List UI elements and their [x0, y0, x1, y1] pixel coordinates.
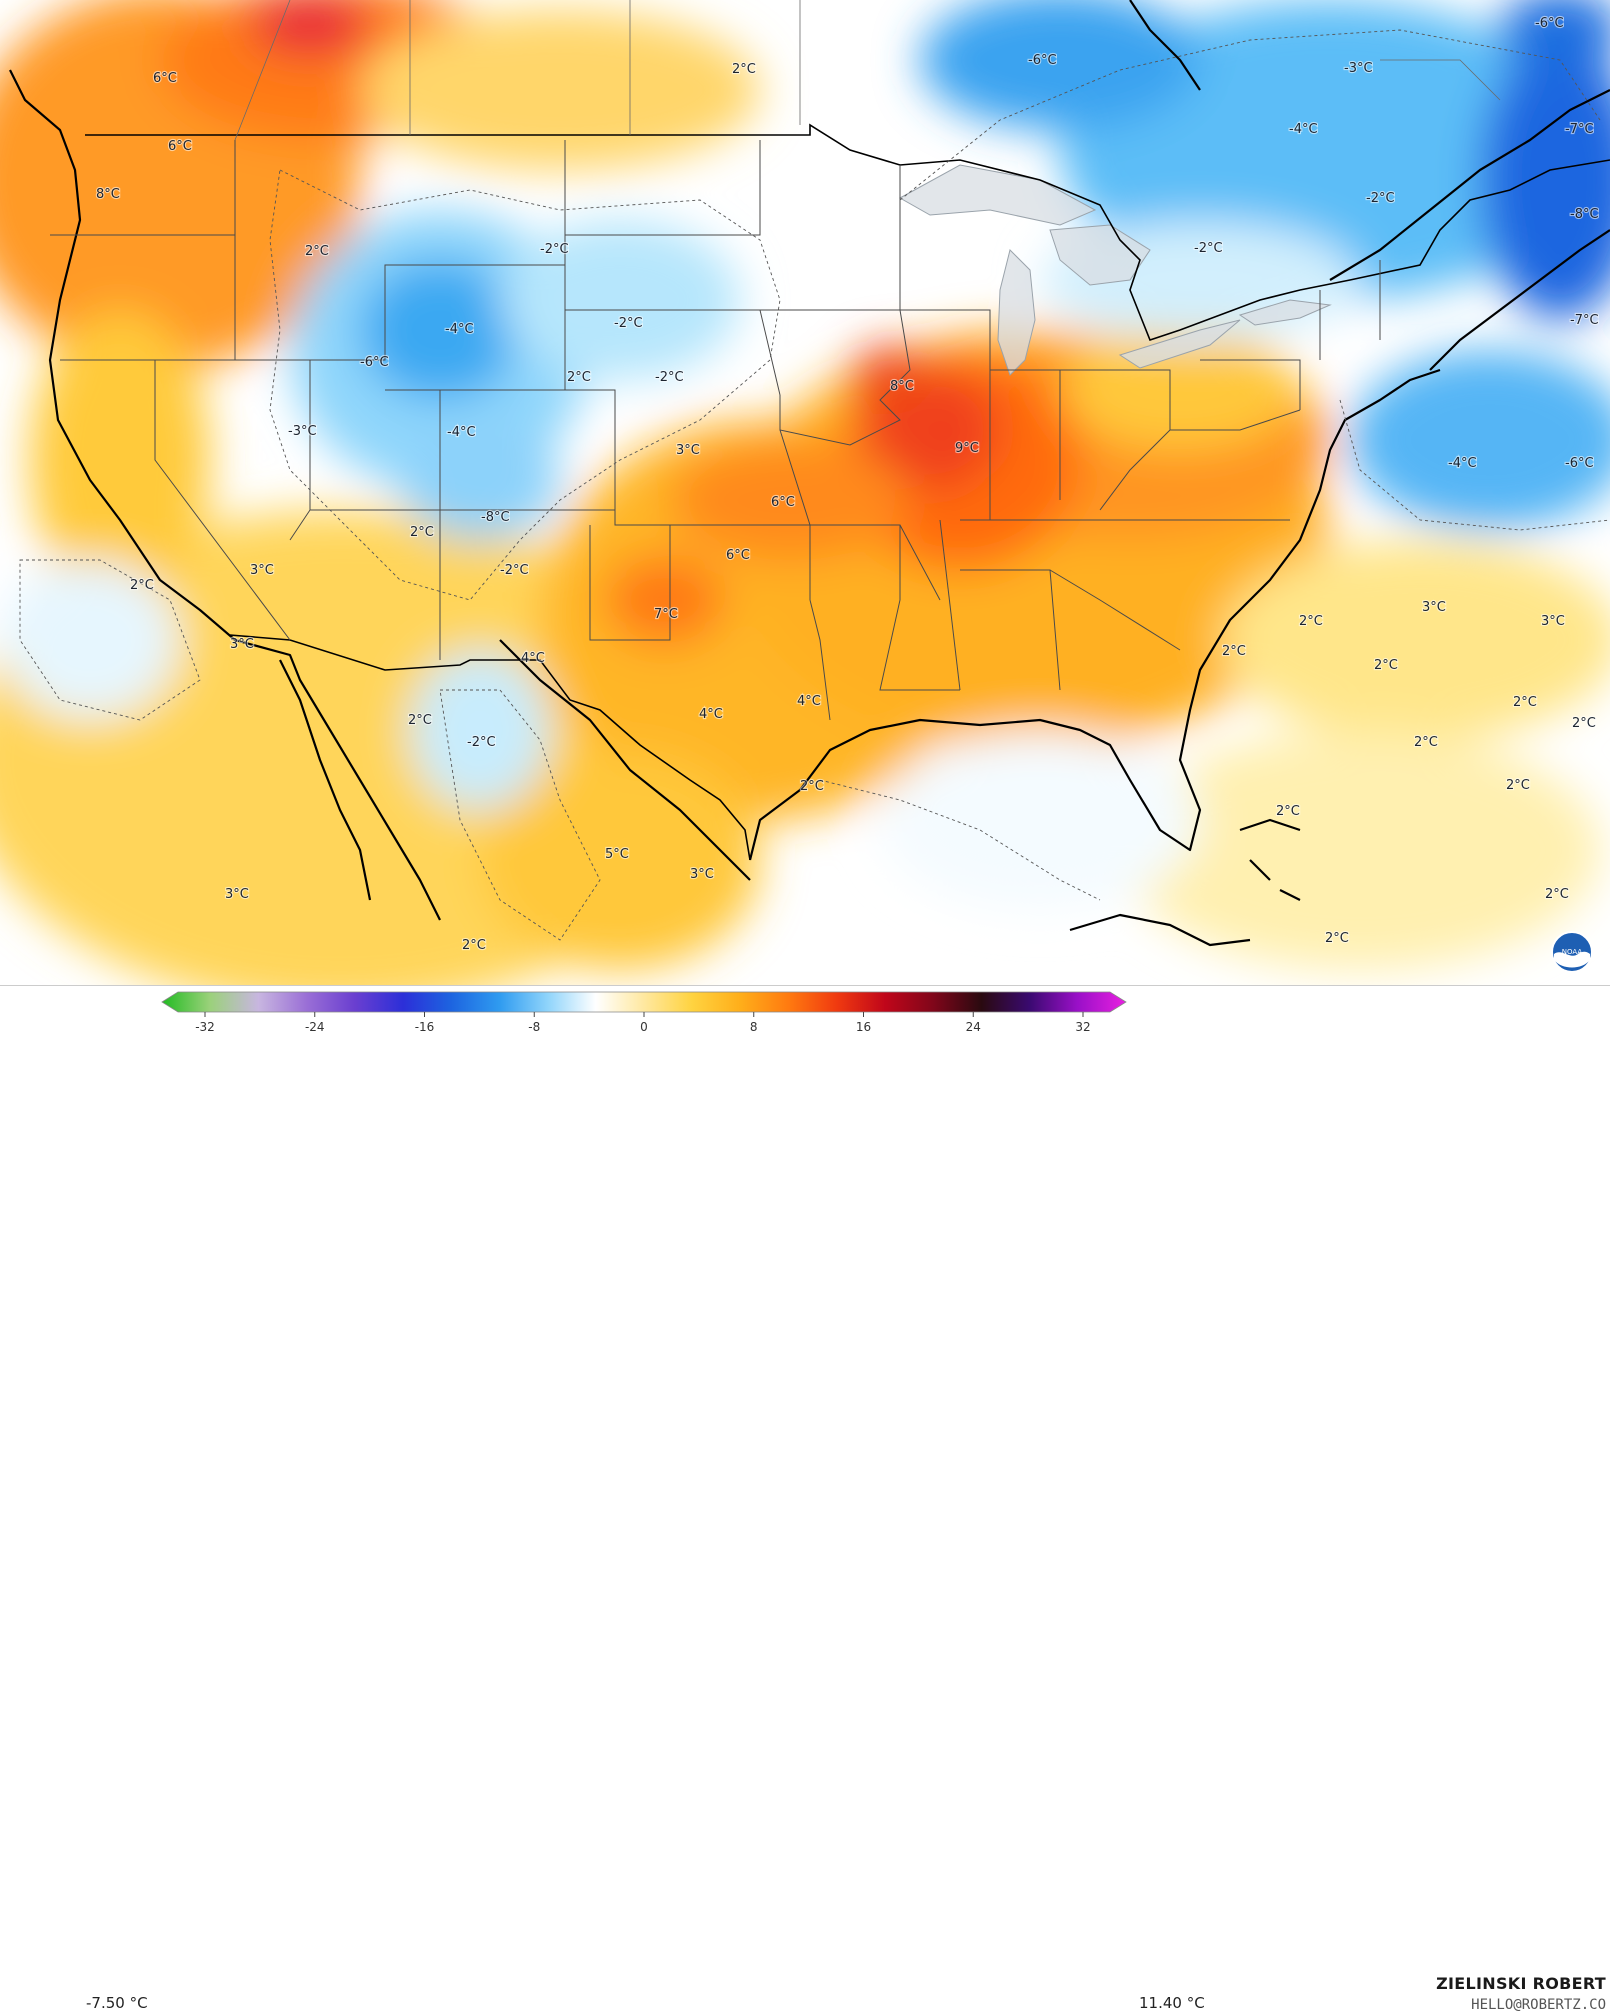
map-label: 2°C — [1374, 658, 1398, 673]
map-label: 6°C — [153, 71, 177, 86]
colorbar-tick-label: -32 — [195, 1020, 215, 1034]
colorbar-tick-label: 16 — [856, 1020, 871, 1034]
map-label: 2°C — [462, 938, 486, 953]
colorbar-tick-label: 24 — [966, 1020, 981, 1034]
map-label: -3°C — [288, 424, 317, 439]
map-label: 2°C — [408, 713, 432, 728]
map-label: 2°C — [1299, 614, 1323, 629]
noaa-logo: NOAA — [1551, 931, 1593, 973]
map-label: -4°C — [1448, 456, 1477, 471]
map-label: 3°C — [1541, 614, 1565, 629]
coastlines — [9, 0, 1610, 947]
colorbar-tick-label: -24 — [305, 1020, 325, 1034]
noaa-logo-text: NOAA — [1562, 948, 1583, 956]
colorbar-ticks: -32 -24 -16 -8 0 8 16 24 32 — [195, 1012, 1091, 1034]
map-label: -2°C — [467, 735, 496, 750]
map-label: -2°C — [540, 242, 569, 257]
colorbar-tick-label: 32 — [1075, 1020, 1090, 1034]
map-labels: 6°C 6°C 8°C 2°C 2°C -6°C -3°C -6°C -7°C … — [95, 15, 1600, 954]
map-label: 2°C — [1276, 804, 1300, 819]
temperature-anomaly-map: 6°C 6°C 8°C 2°C 2°C -6°C -3°C -6°C -7°C … — [0, 0, 1610, 985]
map-label: -8°C — [1570, 207, 1599, 222]
zero-contours — [19, 29, 1610, 941]
legend-max-value: 11.40 °C — [1139, 1994, 1205, 2012]
province-borders — [234, 0, 1501, 141]
map-label: 6°C — [726, 548, 750, 563]
map-label: 2°C — [1572, 716, 1596, 731]
colorbar-tick-label: 0 — [640, 1020, 648, 1034]
map-label: -2°C — [500, 563, 529, 578]
map-label: 2°C — [1414, 735, 1438, 750]
map-label: -4°C — [445, 322, 474, 337]
map-label: -3°C — [1344, 61, 1373, 76]
map-label: 2°C — [732, 62, 756, 77]
map-label: -2°C — [655, 370, 684, 385]
credit-email: HELLO@ROBERTZ.CO — [1471, 1997, 1606, 2013]
map-label: 3°C — [250, 563, 274, 578]
map-label: 2°C — [305, 244, 329, 259]
map-label: -7°C — [1570, 313, 1599, 328]
map-label: 6°C — [168, 139, 192, 154]
map-footer: -32 -24 -16 -8 0 8 16 24 32 -7.50 °C 11.40 °C ZI… — [0, 985, 1610, 2013]
map-label: 6°C — [771, 495, 795, 510]
map-label: 3°C — [676, 443, 700, 458]
map-canvas: 6°C 6°C 8°C 2°C 2°C -6°C -3°C -6°C -7°C … — [0, 0, 1610, 985]
map-label: -4°C — [447, 425, 476, 440]
map-label: 4°C — [699, 707, 723, 722]
state-borders — [50, 140, 1381, 721]
credit-author: ZIELINSKI ROBERT — [1436, 1974, 1606, 1993]
colorbar-tick-label: 8 — [750, 1020, 758, 1034]
map-label: -4°C — [1289, 122, 1318, 137]
map-label: 2°C — [1513, 695, 1537, 710]
map-label: 2°C — [800, 779, 824, 794]
map-label: 7°C — [654, 607, 678, 622]
map-label: 9°C — [955, 441, 979, 456]
map-label: 3°C — [690, 867, 714, 882]
map-label: 4°C — [797, 694, 821, 709]
great-lakes — [898, 164, 1332, 376]
map-label: -2°C — [1194, 241, 1223, 256]
map-label: -8°C — [481, 510, 510, 525]
map-label: 2°C — [410, 525, 434, 540]
colorbar: -32 -24 -16 -8 0 8 16 24 32 — [161, 991, 1127, 1034]
map-label: -6°C — [1565, 456, 1594, 471]
map-label: -2°C — [614, 316, 643, 331]
map-label: -6°C — [1028, 53, 1057, 68]
map-label: 2°C — [1506, 778, 1530, 793]
legend-min-value: -7.50 °C — [86, 1994, 148, 2012]
map-label: 5°C — [605, 847, 629, 862]
map-label: -7°C — [1565, 122, 1594, 137]
map-label: 3°C — [225, 887, 249, 902]
map-label: 8°C — [890, 379, 914, 394]
international-borders — [85, 123, 1610, 861]
map-label: 2°C — [567, 370, 591, 385]
map-label: 4°C — [521, 651, 545, 666]
map-label: 2°C — [130, 578, 154, 593]
map-label: -6°C — [1535, 16, 1564, 31]
colorbar-tick-label: -16 — [415, 1020, 435, 1034]
map-label: 3°C — [1422, 600, 1446, 615]
colorbar-tick-label: -8 — [528, 1020, 540, 1034]
map-label: 2°C — [1325, 931, 1349, 946]
colorbar-bar — [161, 991, 1127, 1013]
map-label: -2°C — [1366, 191, 1395, 206]
anomaly-field — [0, 0, 1610, 985]
map-label: 8°C — [96, 187, 120, 202]
map-label: 2°C — [1545, 887, 1569, 902]
map-label: 3°C — [230, 637, 254, 652]
map-label: -6°C — [360, 355, 389, 370]
map-label: 2°C — [1222, 644, 1246, 659]
